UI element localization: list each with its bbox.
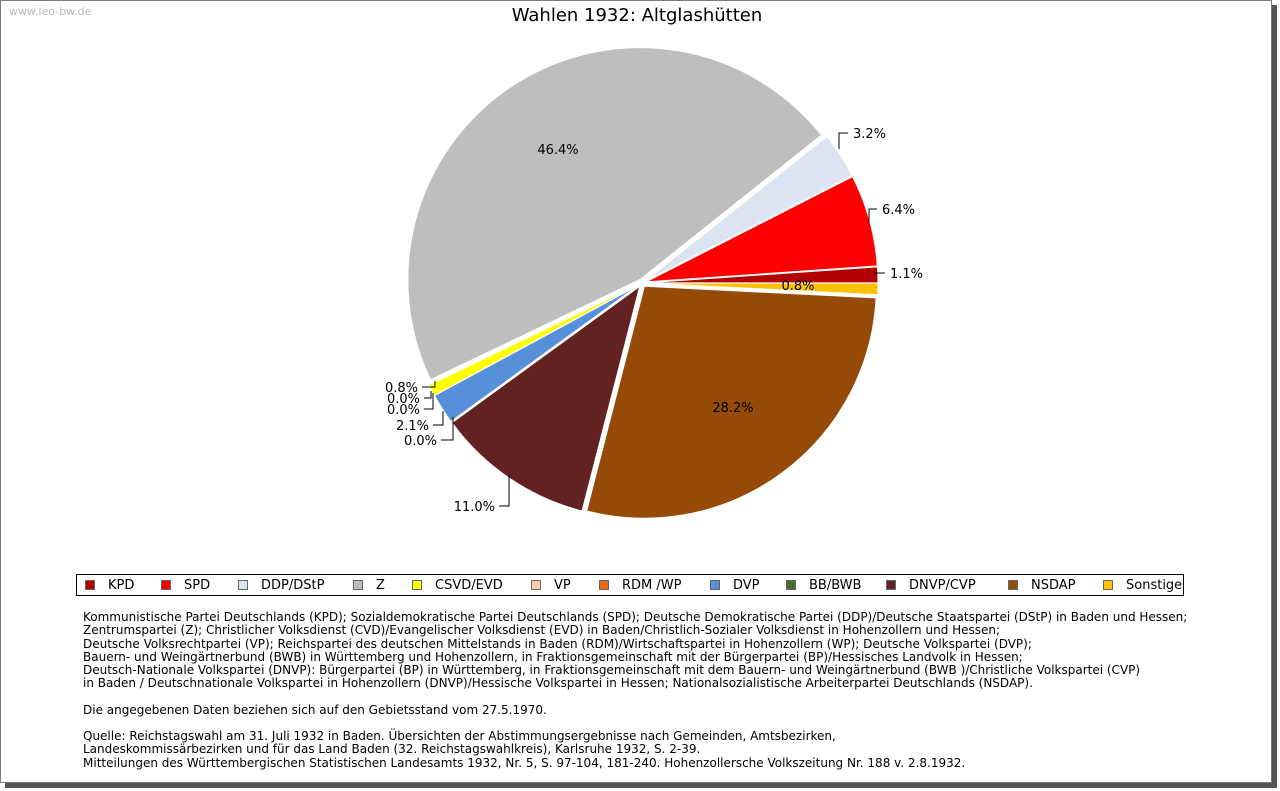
legend-label: RDM /WP bbox=[622, 578, 682, 593]
pie-slice-sonstige bbox=[645, 282, 879, 296]
party-notes: Kommunistische Partei Deutschlands (KPD)… bbox=[83, 610, 1233, 770]
leader-line-dnvp-cvp bbox=[499, 475, 510, 507]
legend-swatch-dvp bbox=[710, 580, 720, 590]
leader-line-spd bbox=[868, 208, 877, 223]
pie-slice-dvp bbox=[433, 284, 639, 423]
legend-label: NSDAP bbox=[1031, 578, 1076, 593]
chart-legend: KPD SPD DDP/DStP Z CSVD/EVD VP RDM /WP D… bbox=[76, 574, 1184, 596]
legend-label: CSVD/EVD bbox=[435, 578, 503, 593]
legend-swatch-dnvp-cvp bbox=[886, 580, 896, 590]
legend-swatch-bb-bwb bbox=[786, 580, 796, 590]
source-line: Quelle: Reichstagswahl am 31. Juli 1932 … bbox=[83, 729, 836, 744]
pie-labels: 1.1%6.4%3.2%46.4%0.8%0.0%0.0%2.1%0.0%11.… bbox=[385, 127, 923, 515]
legend-swatch-z bbox=[353, 580, 363, 590]
data-label-bb-bwb: 0.0% bbox=[404, 434, 437, 449]
pie-chart: 1.1%6.4%3.2%46.4%0.8%0.0%0.0%2.1%0.0%11.… bbox=[385, 47, 923, 519]
note-line: Kommunistische Partei Deutschlands (KPD)… bbox=[83, 610, 1188, 624]
pie-slices bbox=[407, 47, 879, 519]
note-line: Zentrumspartei (Z); Christlicher Volksdi… bbox=[83, 623, 1001, 638]
note-line: Deutsche Volksrechtpartei (VP); Reichspa… bbox=[83, 636, 1032, 651]
note-line: Bauern- und Weingärtnerbund (BWB) in Wür… bbox=[83, 649, 1023, 664]
data-label-z: 46.4% bbox=[537, 143, 578, 158]
leader-line-ddp-dstp bbox=[838, 132, 848, 149]
data-label-nsdap: 28.2% bbox=[712, 401, 753, 416]
legend-swatch-vp bbox=[531, 580, 541, 590]
data-label-spd: 6.4% bbox=[882, 203, 915, 218]
legend-swatch-ddp-dstp bbox=[238, 580, 248, 590]
leader-line-csvd-evd bbox=[422, 381, 436, 388]
legend-label: DNVP/CVP bbox=[909, 578, 976, 593]
data-label-dnvp-cvp: 11.0% bbox=[454, 500, 495, 515]
data-label-csvd-evd: 0.8% bbox=[385, 381, 418, 396]
legend-swatch-kpd bbox=[85, 580, 95, 590]
data-label-vp: 0.0% bbox=[387, 392, 420, 407]
legend-label: Z bbox=[376, 578, 385, 593]
legend-label: SPD bbox=[184, 578, 211, 593]
pie-slice-z bbox=[407, 47, 823, 381]
leader-line-bb-bwb bbox=[441, 417, 454, 441]
legend-swatch-rdm-wp bbox=[599, 580, 609, 590]
data-note: Die angegebenen Daten beziehen sich auf … bbox=[83, 702, 547, 717]
legend-label: VP bbox=[554, 578, 571, 593]
pie-slice-ddp-dstp bbox=[645, 135, 853, 282]
source-line: Landeskommissärbezirken und für das Land… bbox=[83, 742, 701, 757]
note-line: in Baden / Deutschnationale Volkspartei … bbox=[83, 676, 1033, 691]
data-label-kpd: 1.1% bbox=[890, 267, 923, 282]
legend-label: BB/BWB bbox=[809, 578, 862, 593]
leader-line-vp bbox=[424, 391, 432, 399]
data-label-sonstige: 0.8% bbox=[781, 279, 814, 294]
note-line: Deutsch-Nationale Volkspartei (DNVP): Bü… bbox=[83, 663, 1141, 678]
legend-label: DDP/DStP bbox=[261, 578, 325, 593]
data-label-rdm-wp: 0.0% bbox=[387, 403, 420, 418]
legend-swatch-nsdap bbox=[1008, 580, 1018, 590]
data-label-dvp: 2.1% bbox=[396, 419, 429, 434]
legend-label: DVP bbox=[733, 578, 760, 593]
watermark: www.leo-bw.de bbox=[9, 5, 92, 18]
leader-line-dvp bbox=[433, 411, 444, 426]
legend-label: Sonstige bbox=[1126, 578, 1183, 593]
legend-swatch-spd bbox=[161, 580, 171, 590]
pie-slice-nsdap bbox=[586, 285, 877, 519]
chart-title: Wahlen 1932: Altglashütten bbox=[511, 5, 763, 26]
source-line: Mitteilungen des Württembergischen Stati… bbox=[83, 755, 966, 770]
legend-swatch-csvd-evd bbox=[412, 580, 422, 590]
data-label-ddp-dstp: 3.2% bbox=[853, 127, 886, 142]
leader-line-rdm-wp bbox=[424, 393, 434, 410]
legend-swatch-sonstige bbox=[1103, 580, 1113, 590]
legend-label: KPD bbox=[108, 578, 135, 593]
